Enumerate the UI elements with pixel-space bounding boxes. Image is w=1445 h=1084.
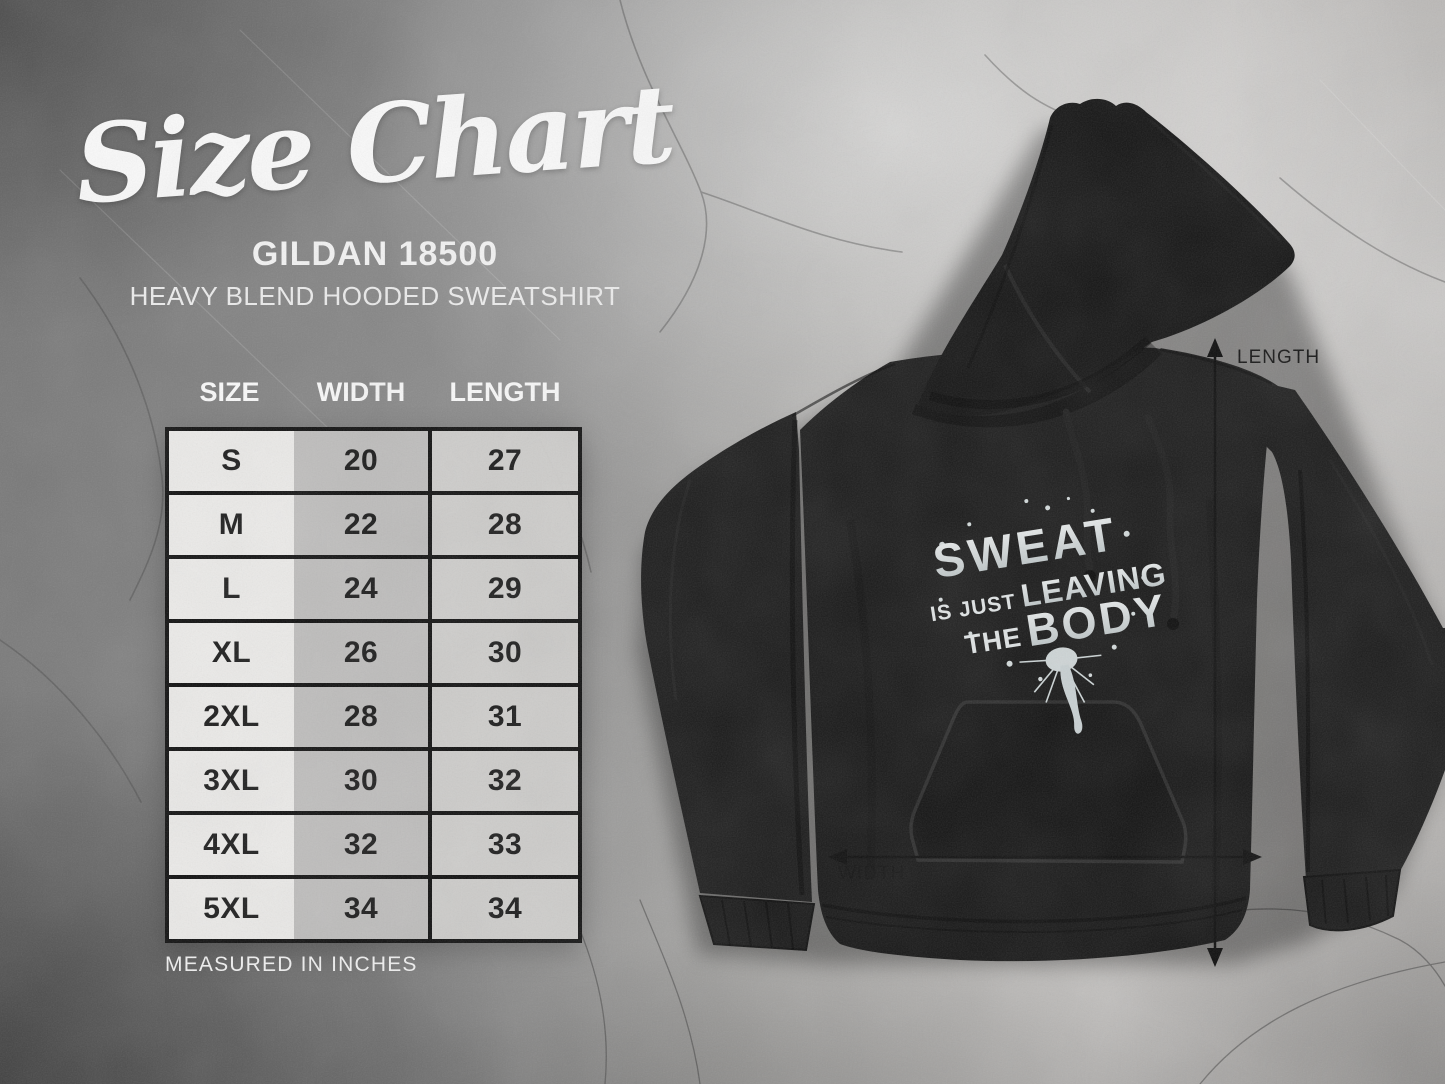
- table-row: L 24 29: [169, 559, 578, 623]
- column-header-length: LENGTH: [449, 377, 561, 407]
- column-header-width: WIDTH: [316, 377, 406, 407]
- print-line2b: LEAVING: [1018, 555, 1169, 614]
- table-row: XL 26 30: [169, 623, 578, 687]
- width-cell: 20: [294, 431, 428, 491]
- size-cell: 5XL: [169, 879, 294, 939]
- size-cell: M: [169, 495, 294, 555]
- length-arrow: [1207, 338, 1223, 967]
- length-cell: 33: [428, 815, 578, 875]
- hoodie-print: SWEAT IS JUST LEAVING THE BODY: [929, 496, 1171, 734]
- size-table: S 20 27 M 22 28 L 24 29 XL 26 30 2XL 28 …: [165, 427, 582, 943]
- width-cell: 24: [294, 559, 428, 619]
- length-cell: 29: [428, 559, 578, 619]
- length-cell: 31: [428, 687, 578, 747]
- size-table-header: SIZE WIDTH LENGTH: [165, 377, 582, 408]
- width-cell: 26: [294, 623, 428, 683]
- kangaroo-pocket: [909, 700, 1188, 864]
- print-splatter: [938, 496, 1147, 734]
- product-name: HEAVY BLEND HOODED SWEATSHIRT: [129, 281, 621, 311]
- width-cell: 30: [294, 751, 428, 811]
- length-cell: 30: [428, 623, 578, 683]
- size-cell: 3XL: [169, 751, 294, 811]
- width-label: WIDTH: [838, 863, 906, 884]
- size-cell: 2XL: [169, 687, 294, 747]
- length-cell: 32: [428, 751, 578, 811]
- print-line3a: THE: [963, 622, 1024, 661]
- product-code: GILDAN 18500: [251, 235, 499, 273]
- hoodie-shadow: [638, 129, 1438, 964]
- table-row: 5XL 34 34: [169, 879, 578, 939]
- table-row: S 20 27: [169, 431, 578, 495]
- width-cell: 28: [294, 687, 428, 747]
- size-cell: L: [169, 559, 294, 619]
- length-cell: 28: [428, 495, 578, 555]
- print-line3b: BODY: [1023, 584, 1171, 657]
- column-header-size: SIZE: [199, 377, 260, 407]
- table-row: 2XL 28 31: [169, 687, 578, 751]
- hoodie-left-sleeve: [641, 412, 816, 952]
- length-cell: 27: [428, 431, 578, 491]
- hoodie-right-sleeve: [1160, 348, 1445, 932]
- width-cell: 22: [294, 495, 428, 555]
- size-cell: 4XL: [169, 815, 294, 875]
- length-label: LENGTH: [1237, 347, 1321, 368]
- table-row: 3XL 30 32: [169, 751, 578, 815]
- hood-shadow: [912, 342, 1162, 428]
- drawstrings: [1062, 408, 1180, 630]
- print-line2a: IS JUST: [929, 590, 1018, 626]
- page-title: Size Chart: [71, 61, 677, 229]
- width-cell: 34: [294, 879, 428, 939]
- measurement-note: MEASURED IN INCHES: [165, 953, 418, 976]
- size-cell: XL: [169, 623, 294, 683]
- width-cell: 32: [294, 815, 428, 875]
- print-line1: SWEAT: [929, 507, 1121, 588]
- table-row: 4XL 32 33: [169, 815, 578, 879]
- header-block: Size Chart GILDAN 18500 HEAVY BLEND HOOD…: [65, 61, 685, 312]
- size-cell: S: [169, 431, 294, 491]
- length-cell: 34: [428, 879, 578, 939]
- table-row: M 22 28: [169, 495, 578, 559]
